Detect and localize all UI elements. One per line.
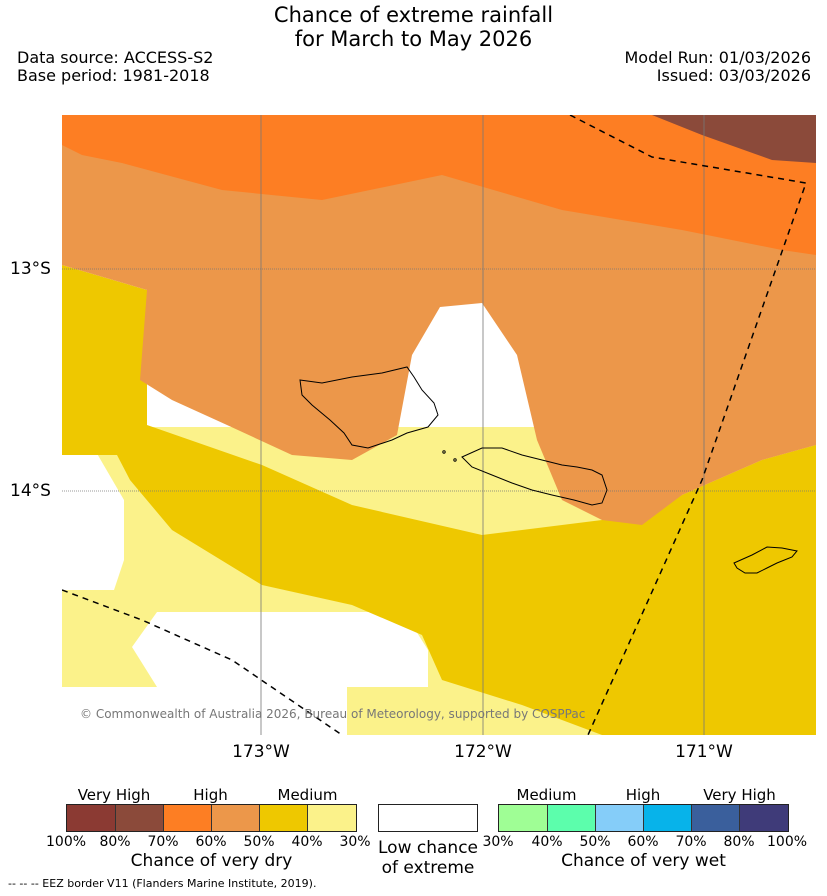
map-title-line1: Chance of extreme rainfall [273,3,554,27]
lon-label-171w: 171°W [675,742,733,762]
legend-low-caption-line2: of extreme [381,858,475,878]
map-title-line2: for March to May 2026 [294,27,533,51]
island-tutuila [733,546,798,574]
swatch-dry-70-60 [164,805,212,831]
legend-dry-very-high: Very High [77,786,151,804]
graticule [62,115,816,735]
wet-tick-40: 40% [531,834,563,850]
wet-tick-80: 80% [723,834,755,850]
lat-label-14s: 14°S [10,481,51,501]
wet-tick-70: 70% [675,834,707,850]
swatch-wet-70-80 [692,805,740,831]
rainfall-map: © Commonwealth of Australia 2026, Bureau… [62,115,816,735]
swatch-wet-60-70 [644,805,692,831]
base-period: Base period: 1981-2018 [17,66,210,85]
eez-border [62,115,808,735]
legend-wet-caption: Chance of very wet [561,851,726,871]
copyright-notice: © Commonwealth of Australia 2026, Bureau… [80,707,585,721]
dry-tick-100: 100% [46,834,87,850]
swatch-low-chance [378,804,478,832]
legend-dry-caption: Chance of very dry [130,851,293,871]
dry-tick-30: 30% [339,834,371,850]
legend-low-caption-line1: Low chance [378,838,478,858]
swatch-dry-80-70 [116,805,164,831]
wet-tick-30: 30% [482,834,514,850]
legend-wet-high: High [625,786,661,804]
dry-tick-50: 50% [243,834,275,850]
wet-tick-100: 100% [767,834,808,850]
swatch-wet-30-40 [499,805,548,831]
wet-tick-60: 60% [627,834,659,850]
swatch-dry-60-50 [212,805,260,831]
island-manono [453,458,457,462]
island-apolima [442,450,446,454]
data-source: Data source: ACCESS-S2 [17,48,214,67]
legend-wet-medium: Medium [516,786,577,804]
dry-tick-40: 40% [291,834,323,850]
wet-tick-50: 50% [579,834,611,850]
eez-footnote: -- -- -- EEZ border V11 (Flanders Marine… [8,877,317,890]
island-upolu [461,447,608,506]
eez-border-southwest [62,589,343,735]
legend-dry-colorbar [66,804,357,832]
legend-dry-high: High [193,786,228,804]
lon-label-173w: 173°W [232,742,290,762]
island-savaii [299,366,439,449]
dry-tick-70: 70% [147,834,179,850]
swatch-dry-40-30 [308,805,356,831]
islands [299,366,798,574]
region-very-high-dry [652,115,816,163]
issued-date: Issued: 03/03/2026 [656,66,811,85]
legend-dry-medium: Medium [277,786,338,804]
dry-tick-80: 80% [99,834,131,850]
lon-label-172w: 172°W [454,742,512,762]
legend-wet-colorbar [498,804,789,832]
region-high-dry [62,115,816,255]
region-medium-dry [62,265,816,735]
dry-tick-60: 60% [195,834,227,850]
model-run: Model Run: 01/03/2026 [624,48,812,67]
swatch-wet-50-60 [596,805,644,831]
swatch-dry-50-40 [260,805,308,831]
swatch-wet-80-100 [740,805,788,831]
legend-wet-very-high: Very High [703,786,776,804]
lat-label-13s: 13°S [10,259,51,279]
swatch-dry-100-80 [67,805,116,831]
swatch-wet-40-50 [548,805,596,831]
